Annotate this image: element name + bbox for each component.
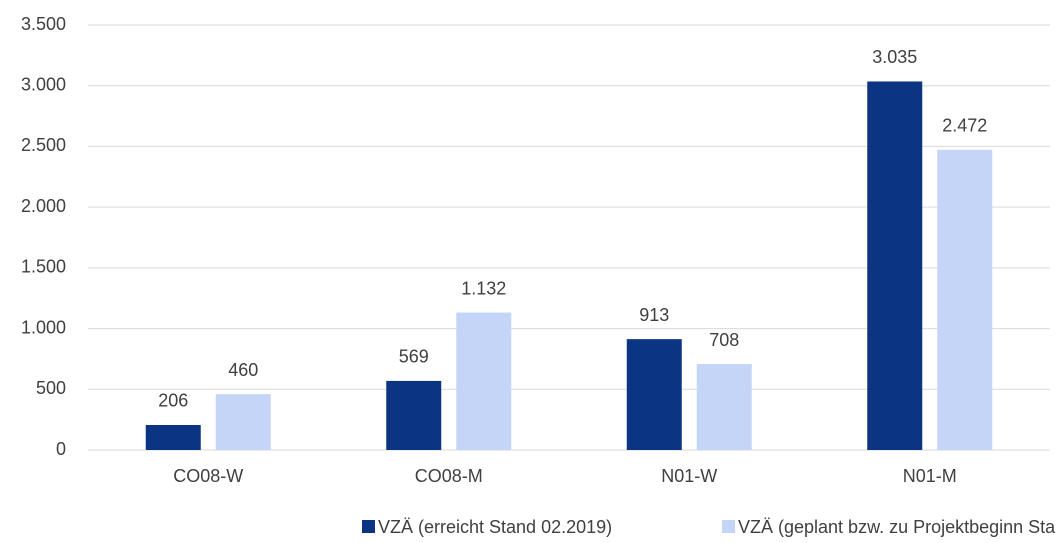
legend-swatch: [362, 520, 375, 533]
legend-label: VZÄ (erreicht Stand 02.2019): [378, 517, 612, 537]
bar: [215, 394, 271, 450]
data-label: 913: [639, 305, 669, 325]
y-tick-label: 2.000: [21, 196, 66, 216]
bar: [867, 81, 923, 450]
x-tick-label: N01-W: [661, 466, 717, 486]
x-tick-label: CO08-M: [415, 466, 483, 486]
y-tick-label: 2.500: [21, 135, 66, 155]
data-label: 1.132: [461, 278, 506, 298]
bar: [626, 339, 682, 450]
bar: [386, 380, 442, 450]
x-tick-label: N01-M: [903, 466, 957, 486]
y-tick-label: 500: [36, 378, 66, 398]
data-label: 569: [399, 347, 429, 367]
legend-swatch: [722, 520, 735, 533]
bar: [937, 149, 993, 451]
x-tick-label: CO08-W: [173, 466, 243, 486]
y-tick-label: 3.000: [21, 74, 66, 94]
data-label: 460: [228, 360, 258, 380]
legend-label: VZÄ (geplant bzw. zu Projektbeginn Stand…: [738, 517, 1056, 537]
y-tick-label: 1.000: [21, 317, 66, 337]
data-label: 3.035: [872, 47, 917, 67]
bar: [456, 312, 512, 450]
bar: [696, 364, 752, 450]
bar: [145, 424, 201, 450]
data-label: 2.472: [942, 116, 987, 136]
data-label: 708: [709, 330, 739, 350]
data-label: 206: [158, 391, 188, 411]
y-tick-label: 0: [56, 439, 66, 459]
y-tick-label: 1.500: [21, 257, 66, 277]
y-tick-label: 3.500: [21, 14, 66, 34]
